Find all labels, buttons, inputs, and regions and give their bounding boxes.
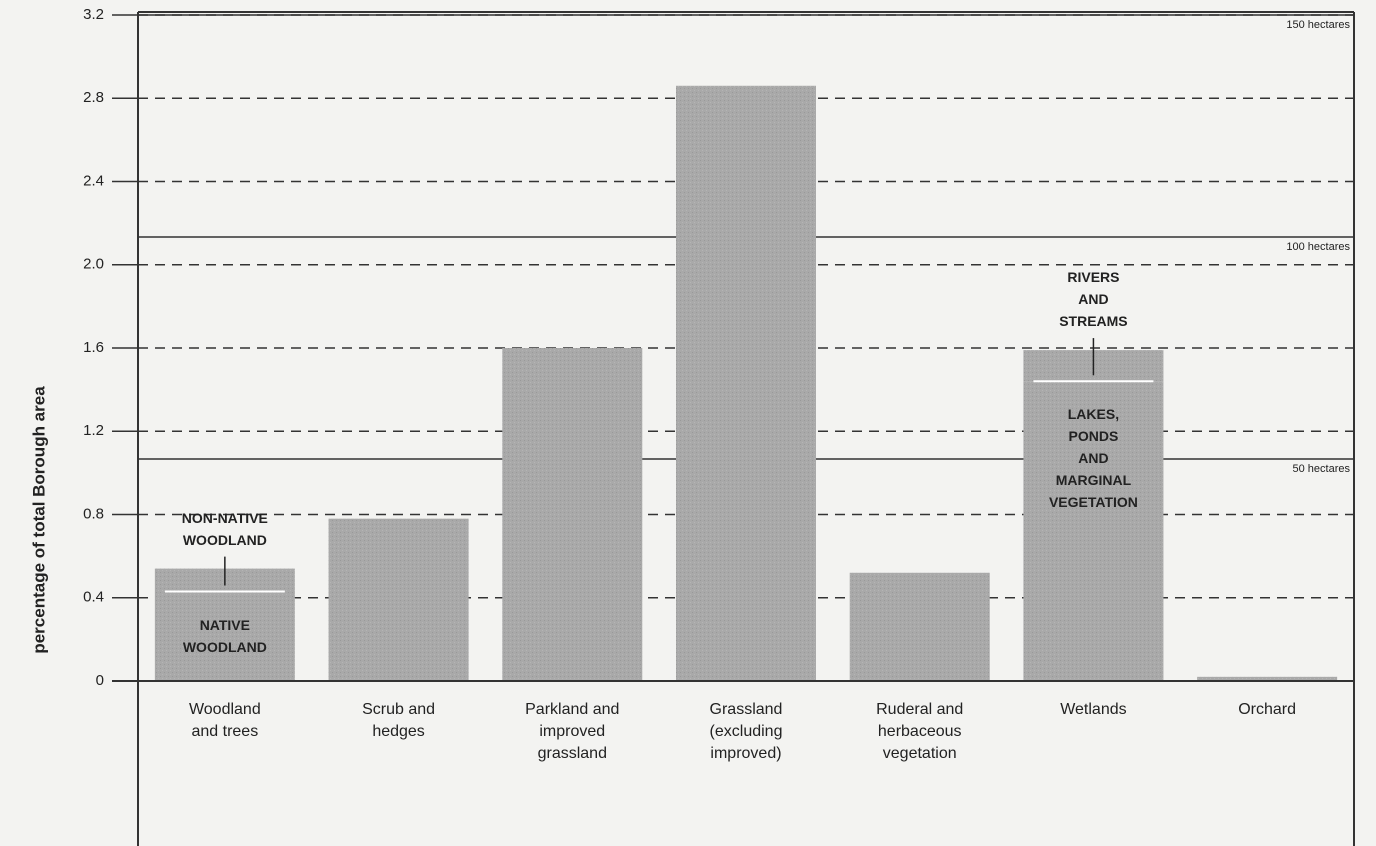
y-tick-label: 1.2 <box>83 422 104 439</box>
hectare-label: 150 hectares <box>1286 19 1350 31</box>
y-tick-label: 2.8 <box>83 89 104 106</box>
x-tick-label: Grassland (excluding improved) <box>709 701 783 762</box>
y-tick-label: 0.8 <box>83 505 104 522</box>
bar <box>1197 676 1338 681</box>
y-tick-label: 0 <box>96 672 104 689</box>
x-tick-label: Orchard <box>1238 701 1297 718</box>
bar <box>328 518 469 681</box>
y-axis-label: percentage of total Borough area <box>29 386 48 654</box>
bar <box>676 85 816 681</box>
segment-label: NON-NATIVE WOODLAND <box>181 509 268 548</box>
x-tick-label: Scrub and hedges <box>362 701 436 740</box>
y-tick-label: 2.0 <box>83 256 104 273</box>
x-tick-label: Parkland and improved grassland <box>525 701 620 762</box>
y-tick-label: 0.4 <box>83 589 104 606</box>
hectare-label: 50 hectares <box>1293 463 1351 475</box>
segment-label: LAKES, PONDS AND MARGINAL VEGETATION <box>1048 406 1138 511</box>
bar <box>849 572 990 681</box>
bar <box>1023 381 1164 681</box>
segment-label: NATIVE WOODLAND <box>182 616 267 655</box>
y-tick-label: 1.6 <box>83 339 104 356</box>
bar <box>502 348 643 681</box>
y-tick-label: 3.2 <box>83 6 104 23</box>
x-tick-label: Woodland and trees <box>188 701 261 740</box>
x-tick-label: Wetlands <box>1060 701 1127 718</box>
x-tick-label: Ruderal and herbaceous vegetation <box>876 701 964 762</box>
y-tick-label: 2.4 <box>83 172 104 189</box>
hectare-label: 100 hectares <box>1286 241 1350 253</box>
segment-label: RIVERS AND STREAMS <box>1059 269 1128 330</box>
bar <box>154 591 295 681</box>
